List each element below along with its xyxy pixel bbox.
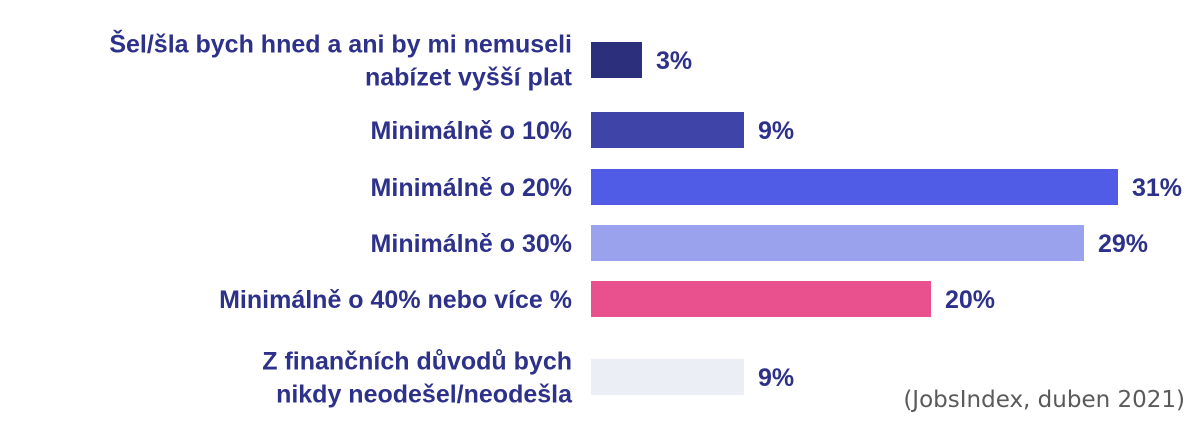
- bars-group: [591, 42, 1118, 395]
- category-label-0-line-1: nabízet vyšší plat: [365, 64, 573, 92]
- value-labels-group: 3% 9% 31% 29% 20% 9%: [656, 47, 1182, 392]
- category-labels-group: Šel/šla bych hned a ani by mi nemuseli na…: [109, 29, 573, 409]
- value-label-5: 9%: [758, 364, 794, 392]
- bar-2: [591, 169, 1118, 205]
- category-label-5-line-0: Z finančních důvodů bych: [262, 348, 572, 376]
- value-label-2: 31%: [1132, 174, 1182, 202]
- bar-3: [591, 225, 1084, 261]
- category-label-0-line-0: Šel/šla bych hned a ani by mi nemuseli: [109, 29, 572, 59]
- bar-0: [591, 42, 642, 78]
- source-note: (JobsIndex, duben 2021): [903, 387, 1185, 413]
- category-label-3: Minimálně o 30%: [371, 230, 572, 258]
- category-label-5-line-1: nikdy neodešel/neodešla: [276, 381, 573, 409]
- bar-1: [591, 112, 744, 148]
- category-label-4: Minimálně o 40% nebo více %: [219, 286, 572, 314]
- value-label-0: 3%: [656, 47, 692, 75]
- value-label-3: 29%: [1098, 230, 1148, 258]
- bar-5: [591, 359, 744, 395]
- value-label-1: 9%: [758, 117, 794, 145]
- value-label-4: 20%: [945, 286, 995, 314]
- bar-4: [591, 281, 931, 317]
- category-label-1: Minimálně o 10%: [371, 117, 572, 145]
- category-label-2: Minimálně o 20%: [371, 174, 572, 202]
